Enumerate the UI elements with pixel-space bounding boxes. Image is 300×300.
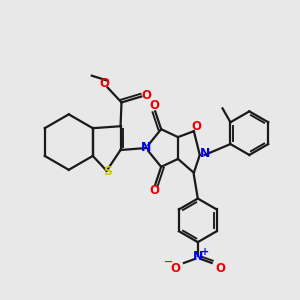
Text: O: O [149, 184, 159, 197]
Text: O: O [149, 99, 159, 112]
Text: N: N [141, 140, 152, 154]
Text: −: − [164, 257, 173, 267]
Text: N: N [193, 250, 203, 262]
Text: O: O [170, 262, 180, 275]
Text: O: O [141, 89, 151, 102]
Text: O: O [216, 262, 226, 275]
Text: O: O [192, 120, 202, 133]
Text: S: S [103, 165, 112, 178]
Text: O: O [100, 77, 110, 90]
Text: +: + [201, 247, 209, 257]
Text: N: N [200, 148, 210, 160]
